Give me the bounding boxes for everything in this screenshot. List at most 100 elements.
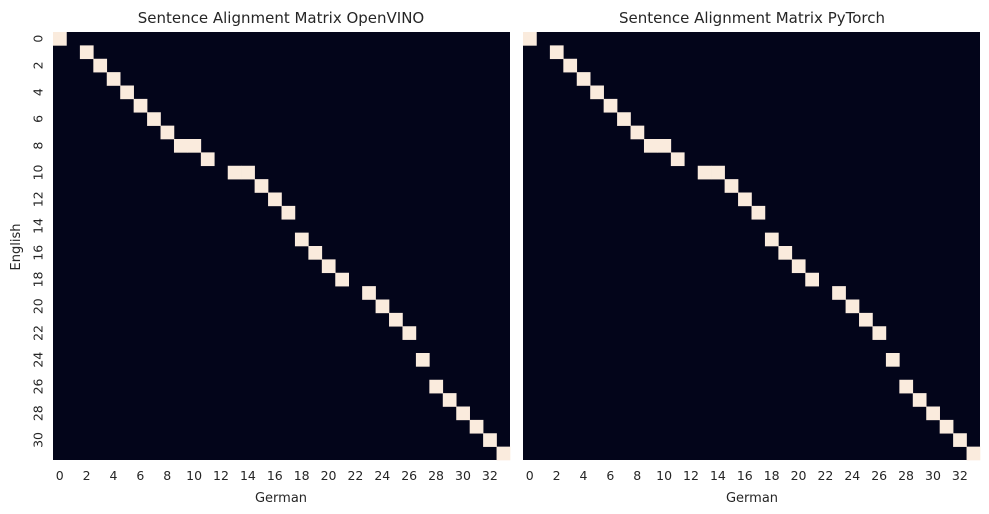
x-tick-label: 20 — [791, 468, 807, 483]
heatmap-cell — [617, 112, 631, 126]
heatmap-cell — [643, 139, 658, 153]
y-tick-label: 2 — [30, 61, 45, 69]
x-axis-label-openvino: German — [255, 491, 307, 506]
heatmap-cell — [308, 246, 323, 260]
y-tick-label: 30 — [30, 432, 45, 448]
x-tick-label: 26 — [401, 468, 417, 483]
y-tick-label: 10 — [30, 164, 45, 180]
heatmap-cell — [53, 32, 67, 46]
heatmap-cell — [147, 112, 161, 126]
y-tick-label: 22 — [30, 325, 45, 341]
heatmap-cell — [456, 406, 470, 421]
x-tick-labels-pytorch: 0 2 4 6 8 10 12 14 16 18 20 22 24 26 28 30 32 — [526, 468, 968, 483]
x-tick-label: 20 — [321, 468, 337, 483]
heatmap-cell — [173, 139, 188, 153]
y-tick-label: 26 — [30, 378, 45, 394]
heatmap-cell — [603, 98, 618, 113]
heatmap-cell — [899, 379, 914, 394]
heatmap-cell — [187, 139, 202, 153]
heatmap-cell — [670, 152, 685, 167]
chart-title-pytorch: Sentence Alignment Matrix PyTorch — [619, 9, 885, 27]
y-tick-label: 12 — [30, 191, 45, 207]
y-axis-label-openvino: English — [9, 224, 24, 271]
heatmap-cell — [79, 45, 94, 60]
x-tick-label: 28 — [898, 468, 914, 483]
x-tick-label: 22 — [817, 468, 833, 483]
x-tick-label: 4 — [110, 468, 118, 483]
x-tick-label: 24 — [844, 468, 860, 483]
heatmap-cell — [563, 58, 578, 73]
x-tick-labels-openvino: 0 2 4 6 8 10 12 14 16 18 20 22 24 26 28 30 32 — [56, 468, 498, 483]
heatmap-cell — [657, 139, 672, 153]
x-tick-label: 12 — [683, 468, 699, 483]
heatmap-cell — [429, 379, 444, 394]
x-tick-label: 16 — [267, 468, 283, 483]
x-tick-label: 24 — [374, 468, 390, 483]
heatmap-cell — [241, 165, 255, 180]
heatmap-cell — [442, 393, 457, 407]
heatmap-cell — [711, 165, 725, 180]
x-tick-label: 10 — [656, 468, 672, 483]
y-tick-label: 16 — [30, 245, 45, 261]
heatmap-cell — [389, 312, 403, 327]
heatmap-cell — [953, 433, 967, 447]
heatmap-cell — [738, 192, 752, 207]
heatmap-cell — [549, 45, 564, 60]
heatmap-cell — [160, 125, 175, 140]
x-tick-label: 2 — [553, 468, 561, 483]
x-tick-label: 2 — [83, 468, 91, 483]
x-tick-label: 28 — [428, 468, 444, 483]
x-tick-label: 30 — [925, 468, 941, 483]
heatmap-cell — [523, 32, 537, 46]
heatmap-cell — [281, 205, 296, 220]
heatmap-cell — [294, 232, 309, 247]
heatmap-cell — [402, 326, 417, 340]
y-tick-label: 18 — [30, 271, 45, 287]
heatmap-cell — [415, 353, 430, 367]
x-tick-label: 26 — [871, 468, 887, 483]
heatmap-cell — [496, 446, 511, 461]
heatmap-cell — [859, 312, 873, 327]
x-tick-label: 14 — [240, 468, 256, 483]
heatmap-cell — [724, 179, 739, 193]
chart-title-openvino: Sentence Alignment Matrix OpenVINO — [138, 9, 425, 27]
heatmap-cell — [630, 125, 645, 140]
heatmap-cell — [778, 246, 793, 260]
x-tick-label: 18 — [764, 468, 780, 483]
x-tick-label: 22 — [347, 468, 363, 483]
heatmap-cell — [93, 58, 108, 73]
heatmap-cell — [321, 259, 336, 274]
heatmap-cell — [590, 85, 604, 100]
heatmap-cell — [764, 232, 779, 247]
heatmap-cells-pytorch — [523, 32, 981, 461]
x-tick-label: 10 — [186, 468, 202, 483]
y-tick-label: 4 — [30, 88, 45, 96]
x-tick-label: 12 — [213, 468, 229, 483]
y-tick-label: 14 — [30, 218, 45, 234]
y-tick-label: 24 — [30, 352, 45, 368]
x-tick-label: 32 — [952, 468, 968, 483]
x-tick-label: 30 — [455, 468, 471, 483]
heatmap-cell — [200, 152, 215, 167]
heatmap-cell — [335, 272, 349, 287]
heatmap-cell — [133, 98, 148, 113]
heatmap-cell — [845, 299, 860, 314]
x-tick-label: 14 — [710, 468, 726, 483]
heatmap-cell — [120, 85, 134, 100]
y-tick-label: 28 — [30, 405, 45, 421]
heatmap-cell — [966, 446, 981, 461]
x-tick-label: 8 — [163, 468, 171, 483]
x-tick-label: 4 — [580, 468, 588, 483]
heatmap-cell — [926, 406, 940, 421]
heatmap-cell — [805, 272, 819, 287]
heatmap-cell — [791, 259, 806, 274]
x-tick-label: 8 — [633, 468, 641, 483]
heatmap-cell — [268, 192, 282, 207]
heatmap-cell — [469, 419, 484, 434]
heatmap-cell — [227, 165, 242, 180]
heatmap-cell — [254, 179, 269, 193]
